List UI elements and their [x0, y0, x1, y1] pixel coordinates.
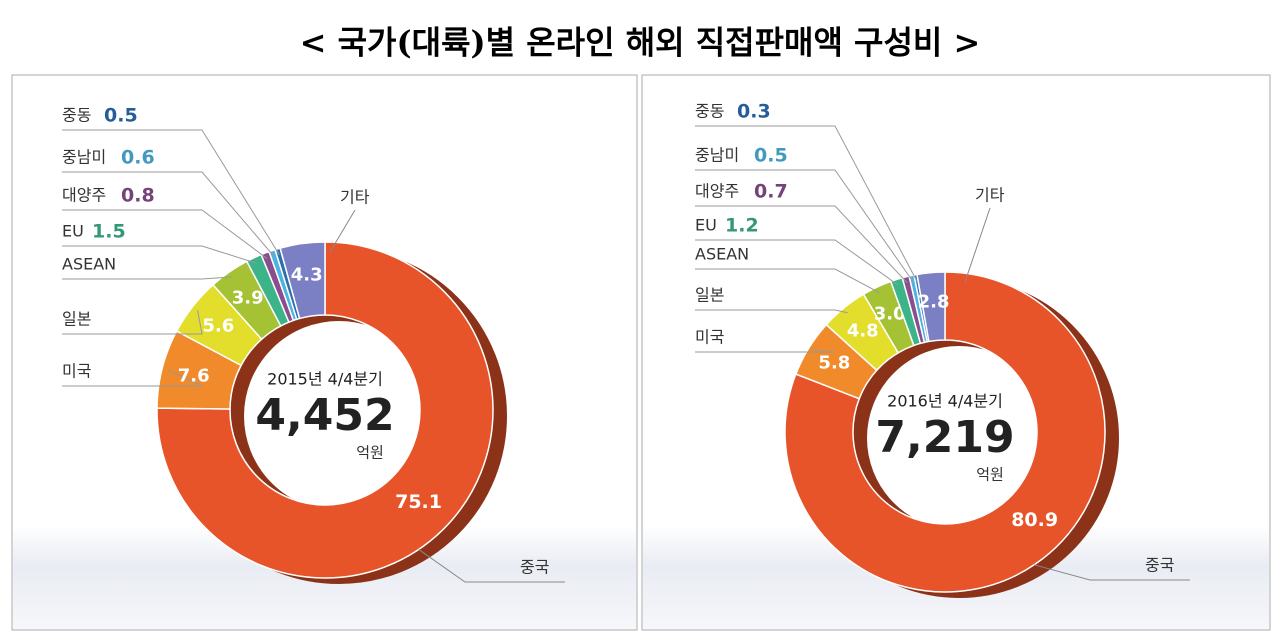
category-label: EU — [695, 216, 717, 235]
leader-line — [695, 169, 914, 282]
category-label: 기타 — [975, 186, 1005, 205]
category-label: 일본 — [695, 286, 724, 305]
value-label: 4.3 — [291, 265, 323, 286]
category-label: ASEAN — [62, 255, 116, 274]
leader-line — [695, 125, 918, 281]
slice — [156, 241, 494, 579]
leader-line — [62, 309, 203, 335]
category-label: 중동 — [695, 102, 724, 121]
center-total: 4,452 — [255, 390, 394, 441]
category-label: 일본 — [62, 310, 91, 329]
leader-line — [695, 268, 880, 294]
leader-line — [695, 309, 848, 314]
center-period: 2015년 4/4분기 — [267, 370, 383, 389]
value-label: 5.8 — [818, 353, 850, 374]
slice — [279, 241, 326, 320]
leader-line — [418, 549, 565, 583]
leader-line — [964, 207, 991, 283]
value-label: 3.0 — [874, 303, 906, 324]
category-label: 기타 — [340, 188, 370, 207]
category-label: 미국 — [695, 328, 724, 347]
value-label: 7.6 — [178, 365, 210, 386]
value-label: 0.5 — [754, 145, 788, 167]
chart-title: < 국가(대륙)별 온라인 해외 직접판매액 구성비 > — [300, 24, 981, 62]
value-label: 80.9 — [1011, 509, 1058, 531]
value-label: 5.6 — [202, 315, 234, 336]
category-label: 중남미 — [695, 146, 739, 165]
category-label: 미국 — [62, 362, 91, 381]
leader-line — [695, 205, 908, 284]
leader-line — [329, 209, 356, 253]
category-label: EU — [62, 222, 84, 241]
leader-line — [62, 171, 275, 257]
slice — [784, 271, 1106, 593]
leader-line — [62, 276, 233, 280]
center-unit: 억원 — [356, 444, 384, 462]
value-label: 1.2 — [725, 215, 759, 237]
leader-line — [1034, 564, 1190, 581]
value-label: 75.1 — [395, 491, 442, 513]
value-label: 1.5 — [92, 221, 126, 243]
value-label: 0.8 — [121, 185, 155, 207]
value-label: 0.7 — [754, 181, 788, 203]
category-label: 중국 — [1145, 556, 1174, 575]
category-label: ASEAN — [695, 245, 749, 264]
value-label: 0.5 — [104, 105, 138, 127]
leader-line — [62, 245, 257, 264]
leader-line — [62, 369, 203, 387]
value-label: 3.9 — [232, 288, 264, 309]
category-label: 대양주 — [62, 186, 106, 205]
category-label: 중국 — [520, 558, 549, 577]
value-label: 0.3 — [737, 101, 771, 123]
value-label: 4.8 — [847, 320, 879, 341]
slice — [916, 271, 946, 343]
category-label: 중남미 — [62, 148, 106, 167]
center-unit: 억원 — [976, 466, 1004, 484]
leader-line — [62, 129, 280, 255]
leader-line — [695, 350, 836, 353]
category-label: 중동 — [62, 106, 91, 125]
category-label: 대양주 — [695, 182, 739, 201]
leader-line — [62, 209, 268, 260]
leader-line — [695, 239, 899, 286]
center-period: 2016년 4/4분기 — [887, 392, 1003, 411]
value-label: 0.6 — [121, 147, 155, 169]
center-total: 7,219 — [875, 412, 1014, 463]
value-label: 2.8 — [918, 292, 950, 313]
